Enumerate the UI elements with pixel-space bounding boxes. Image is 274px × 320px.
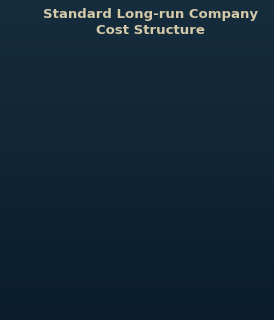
Text: Output: Output — [198, 314, 250, 320]
Text: Marginal
Cost: Marginal Cost — [162, 111, 216, 134]
Text: Average
Cost: Average Cost — [63, 149, 115, 172]
Text: Standard Long-run Company
Cost Structure: Standard Long-run Company Cost Structure — [43, 8, 258, 37]
Text: $: $ — [3, 93, 16, 112]
